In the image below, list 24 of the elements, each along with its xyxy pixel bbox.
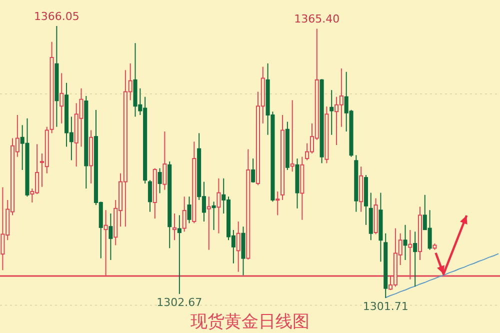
candlestick (236, 221, 240, 272)
candlestick (403, 224, 408, 260)
candlestick (182, 196, 186, 232)
candlestick (108, 212, 113, 260)
candlestick (172, 212, 177, 241)
candlestick (177, 214, 182, 294)
candlestick (162, 130, 167, 190)
candlestick (330, 90, 334, 136)
candlestick (187, 196, 192, 224)
annotation: 1301.71 (362, 300, 408, 313)
annotation: 1365.40 (294, 12, 340, 26)
annotation: 1366.05 (34, 10, 80, 23)
candlestick (216, 178, 221, 234)
candlestick (60, 72, 64, 124)
candlestick (276, 191, 280, 216)
candlestick (212, 201, 216, 230)
candlestick (206, 196, 211, 250)
candlestick (251, 158, 256, 184)
annotation: 1302.67 (156, 296, 202, 309)
candlestick (290, 100, 294, 172)
candlestick (148, 180, 152, 212)
candlestick (158, 168, 162, 194)
candlestick (413, 231, 418, 288)
text: 现货黄金日线图 (190, 312, 310, 332)
